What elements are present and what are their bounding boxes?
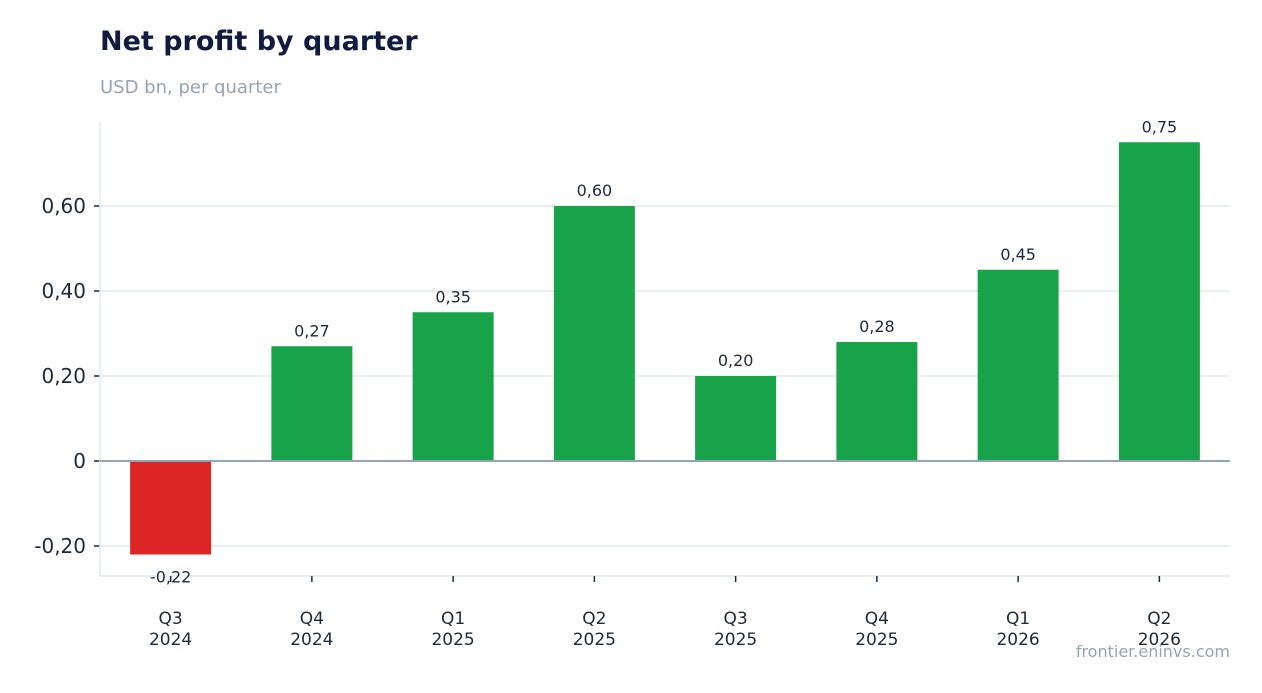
bar [412, 312, 494, 461]
y-tick-label: 0 [73, 449, 86, 473]
grid-lines [100, 205, 1230, 547]
y-tick-label: 0,40 [41, 279, 86, 303]
bar [130, 461, 212, 555]
x-tick-label-quarter: Q2 [1147, 609, 1171, 629]
value-label: 0,60 [577, 181, 613, 200]
value-label: 0,20 [718, 351, 754, 370]
labels: -0,2000,200,400,60-0,22Q320240,27Q420240… [34, 117, 1181, 650]
x-tick-label-year: 2025 [573, 630, 616, 650]
x-tick-label-quarter: Q4 [300, 609, 324, 629]
value-label: 0,35 [435, 287, 471, 306]
x-tick-label-quarter: Q3 [159, 609, 183, 629]
x-tick-label-year: 2025 [431, 630, 474, 650]
bar [1118, 142, 1200, 461]
y-tick-label: 0,20 [41, 364, 86, 388]
value-label: 0,75 [1142, 117, 1178, 136]
bar [977, 269, 1059, 461]
x-tick-label-year: 2026 [1138, 630, 1181, 650]
bar [836, 342, 918, 461]
chart-subtitle: USD bn, per quarter [100, 77, 281, 98]
chart-title: Net profit by quarter [100, 26, 418, 57]
bars [130, 142, 1200, 555]
value-label: 0,28 [859, 317, 895, 336]
y-tick-label: -0,20 [34, 534, 86, 558]
value-label: -0,22 [150, 568, 191, 587]
source-note: frontier.eninvs.com [1075, 642, 1230, 661]
x-tick-label-year: 2025 [714, 630, 757, 650]
axes [94, 122, 1230, 582]
bar [271, 346, 353, 461]
x-tick-label-year: 2024 [149, 630, 192, 650]
x-tick-label-quarter: Q3 [724, 609, 748, 629]
bar [695, 376, 777, 461]
x-tick-label-year: 2026 [996, 630, 1039, 650]
x-tick-label-quarter: Q1 [1006, 609, 1030, 629]
x-tick-label-year: 2025 [855, 630, 898, 650]
x-tick-label-quarter: Q1 [441, 609, 465, 629]
x-tick-label-year: 2024 [290, 630, 333, 650]
y-tick-label: 0,60 [41, 194, 86, 218]
x-tick-label-quarter: Q2 [582, 609, 606, 629]
value-label: 0,45 [1000, 245, 1036, 264]
x-tick-label-quarter: Q4 [865, 609, 889, 629]
value-label: 0,27 [294, 321, 330, 340]
bar [553, 206, 635, 461]
